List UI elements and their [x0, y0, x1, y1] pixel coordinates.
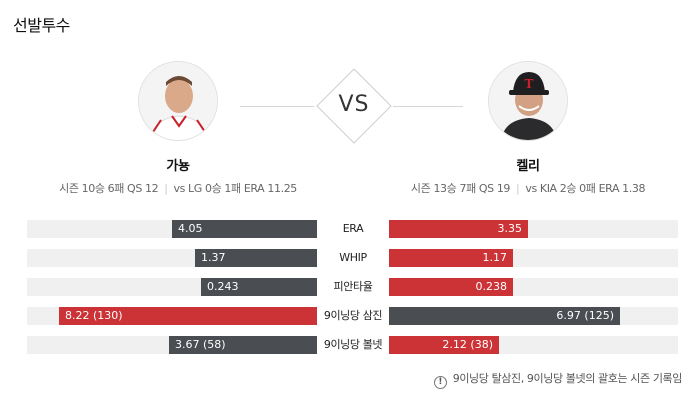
right-bar-track: 3.35 — [389, 220, 678, 238]
right-player-avatar[interactable]: T — [488, 61, 568, 141]
stat-label: WHIP — [339, 251, 367, 264]
left-stat-bar: 4.05 — [172, 220, 317, 238]
left-bar-track: 1.37 — [27, 249, 317, 267]
info-icon: ! — [433, 376, 447, 389]
left-stat-bar: 0.243 — [201, 278, 317, 296]
right-bar-track: 6.97 (125) — [389, 307, 678, 325]
stat-row: 1.37 WHIP 1.17 — [27, 249, 678, 267]
left-player-avatar[interactable] — [138, 61, 218, 141]
right-bar-track: 0.238 — [389, 278, 678, 296]
vs-label: VS — [338, 92, 370, 117]
left-stat-bar: 1.37 — [195, 249, 317, 267]
stat-row: 8.22 (130) 9이닝당 삼진 6.97 (125) — [27, 307, 678, 325]
left-player: 가뇽 시즌 10승 6패 QS 12 | vs LG 0승 1패 ERA 11.25 — [28, 61, 328, 196]
right-stat-bar: 1.17 — [389, 249, 513, 267]
divider: | — [516, 182, 520, 195]
left-bar-track: 3.67 (58) — [27, 336, 317, 354]
left-player-name[interactable]: 가뇽 — [166, 159, 190, 174]
stat-label: ERA — [342, 222, 364, 235]
stat-label: 9이닝당 볼넷 — [323, 338, 383, 351]
left-player-vs-record: vs LG 0승 1패 ERA 11.25 — [173, 182, 298, 195]
stat-row: 0.243 피안타율 0.238 — [27, 278, 678, 296]
left-bar-track: 4.05 — [27, 220, 317, 238]
vs-line-left — [240, 106, 314, 107]
vs-line-right — [393, 106, 463, 107]
stat-comparison: 4.05 ERA 3.35 1.37 WHIP 1.17 0.243 피안타율 … — [27, 220, 678, 365]
right-bar-track: 1.17 — [389, 249, 678, 267]
right-stat-bar: 2.12 (38) — [389, 336, 499, 354]
vs-diamond-icon — [316, 68, 392, 144]
footnote-text: 9이닝당 탈삼진, 9이닝당 볼넷의 괄호는 시즌 기록임 — [452, 372, 683, 385]
svg-text:T: T — [525, 77, 534, 91]
left-player-season: 시즌 10승 6패 QS 12 — [59, 182, 159, 195]
stat-label: 피안타율 — [333, 280, 373, 293]
stat-row: 4.05 ERA 3.35 — [27, 220, 678, 238]
left-stat-bar: 3.67 (58) — [169, 336, 317, 354]
left-stat-bar: 8.22 (130) — [59, 307, 317, 325]
divider: | — [164, 182, 168, 195]
stat-row: 3.67 (58) 9이닝당 볼넷 2.12 (38) — [27, 336, 678, 354]
left-player-stats: 시즌 10승 6패 QS 12 | vs LG 0승 1패 ERA 11.25 — [28, 180, 328, 196]
right-player-vs-record: vs KIA 2승 0패 ERA 1.38 — [525, 182, 646, 195]
left-bar-track: 8.22 (130) — [27, 307, 317, 325]
right-stat-bar: 0.238 — [389, 278, 513, 296]
right-player-season: 시즌 13승 7패 QS 19 — [410, 182, 511, 195]
footnote: ! 9이닝당 탈삼진, 9이닝당 볼넷의 괄호는 시즌 기록임 — [433, 370, 683, 389]
right-stat-bar: 6.97 (125) — [389, 307, 620, 325]
right-stat-bar: 3.35 — [389, 220, 528, 238]
right-player-name[interactable]: 켈리 — [516, 159, 540, 174]
right-player-stats: 시즌 13승 7패 QS 19 | vs KIA 2승 0패 ERA 1.38 — [378, 180, 678, 196]
section-title: 선발투수 — [13, 16, 70, 35]
stat-label: 9이닝당 삼진 — [323, 309, 383, 322]
left-bar-track: 0.243 — [27, 278, 317, 296]
right-bar-track: 2.12 (38) — [389, 336, 678, 354]
right-player: T 켈리 시즌 13승 7패 QS 19 | vs KIA 2승 0패 ERA 1.… — [378, 61, 678, 196]
